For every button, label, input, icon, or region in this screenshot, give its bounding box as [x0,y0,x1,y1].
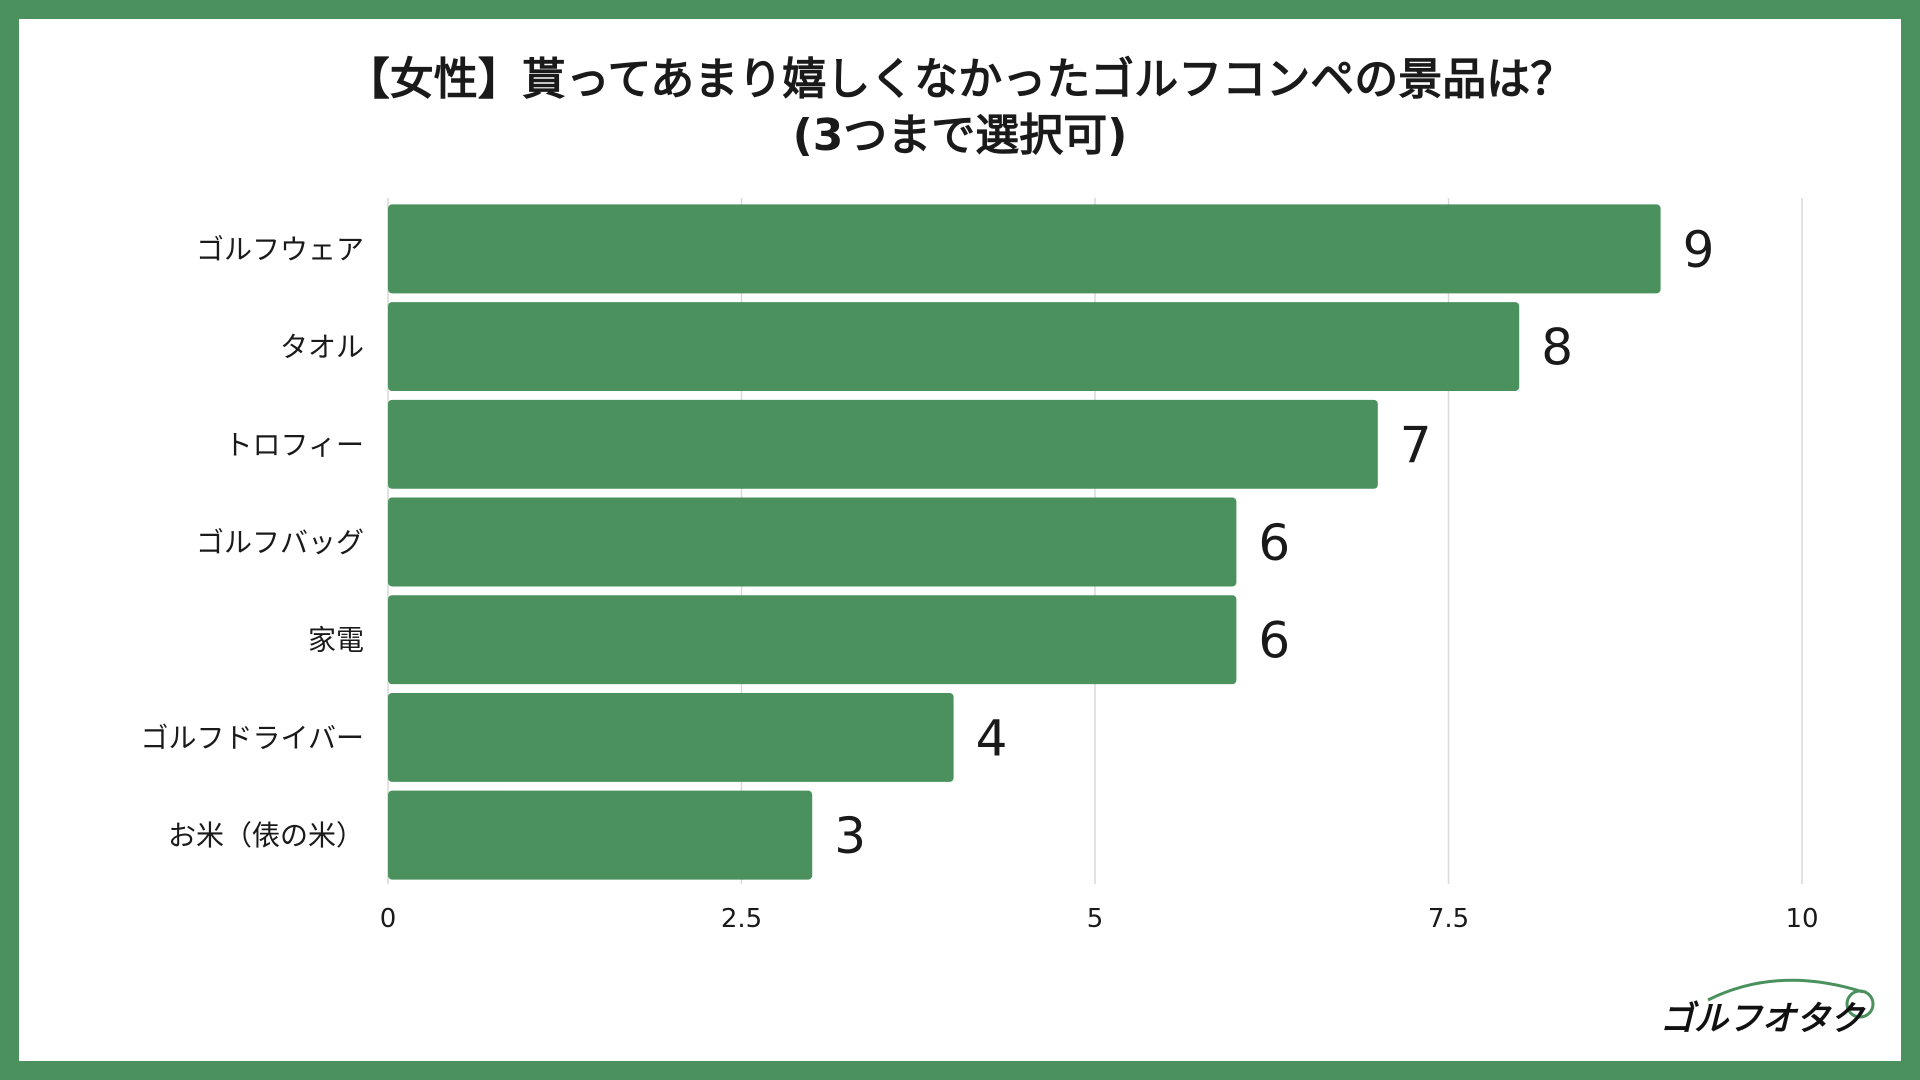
bar [388,497,1237,587]
bar [388,595,1237,685]
logo-ball-icon [1845,989,1875,1019]
data-label: 7 [1400,416,1432,474]
chart-title: 【女性】貰ってあまり嬉しくなかったゴルフコンペの景品は？ [345,54,1575,105]
category-label: ゴルフウェア [196,233,364,266]
x-tick-label: 2.5 [721,904,762,934]
category-label: 家電 [308,624,364,657]
bar [388,302,1520,392]
chart-title-block: 【女性】貰ってあまり嬉しくなかったゴルフコンペの景品は？ (3つまで選択可) [0,52,1920,164]
category-label: トロフィー [225,428,364,461]
chart-subtitle: (3つまで選択可) [792,110,1128,161]
x-tick-label: 7.5 [1428,904,1469,934]
bar [388,399,1378,489]
bar [388,692,954,782]
x-tick-label: 0 [380,904,397,934]
data-label: 8 [1541,319,1573,377]
bar [388,790,813,880]
data-label: 6 [1258,514,1290,572]
category-label: ゴルフドライバー [141,721,364,754]
x-tick-label: 10 [1785,904,1818,934]
bar [388,204,1661,294]
category-label: タオル [280,331,364,364]
x-tick-label: 5 [1087,904,1104,934]
logo-arc [1707,978,1864,1002]
data-label: 9 [1683,221,1715,279]
logo-text: ゴルフオタク [1660,999,1866,1039]
category-label: ゴルフバッグ [196,526,364,559]
data-label: 3 [834,807,866,865]
data-label: 6 [1258,612,1290,670]
golf-otaku-logo: ゴルフオタク [1660,978,1875,1039]
data-label: 4 [976,709,1008,767]
category-label: お米（俵の米） [168,819,364,852]
